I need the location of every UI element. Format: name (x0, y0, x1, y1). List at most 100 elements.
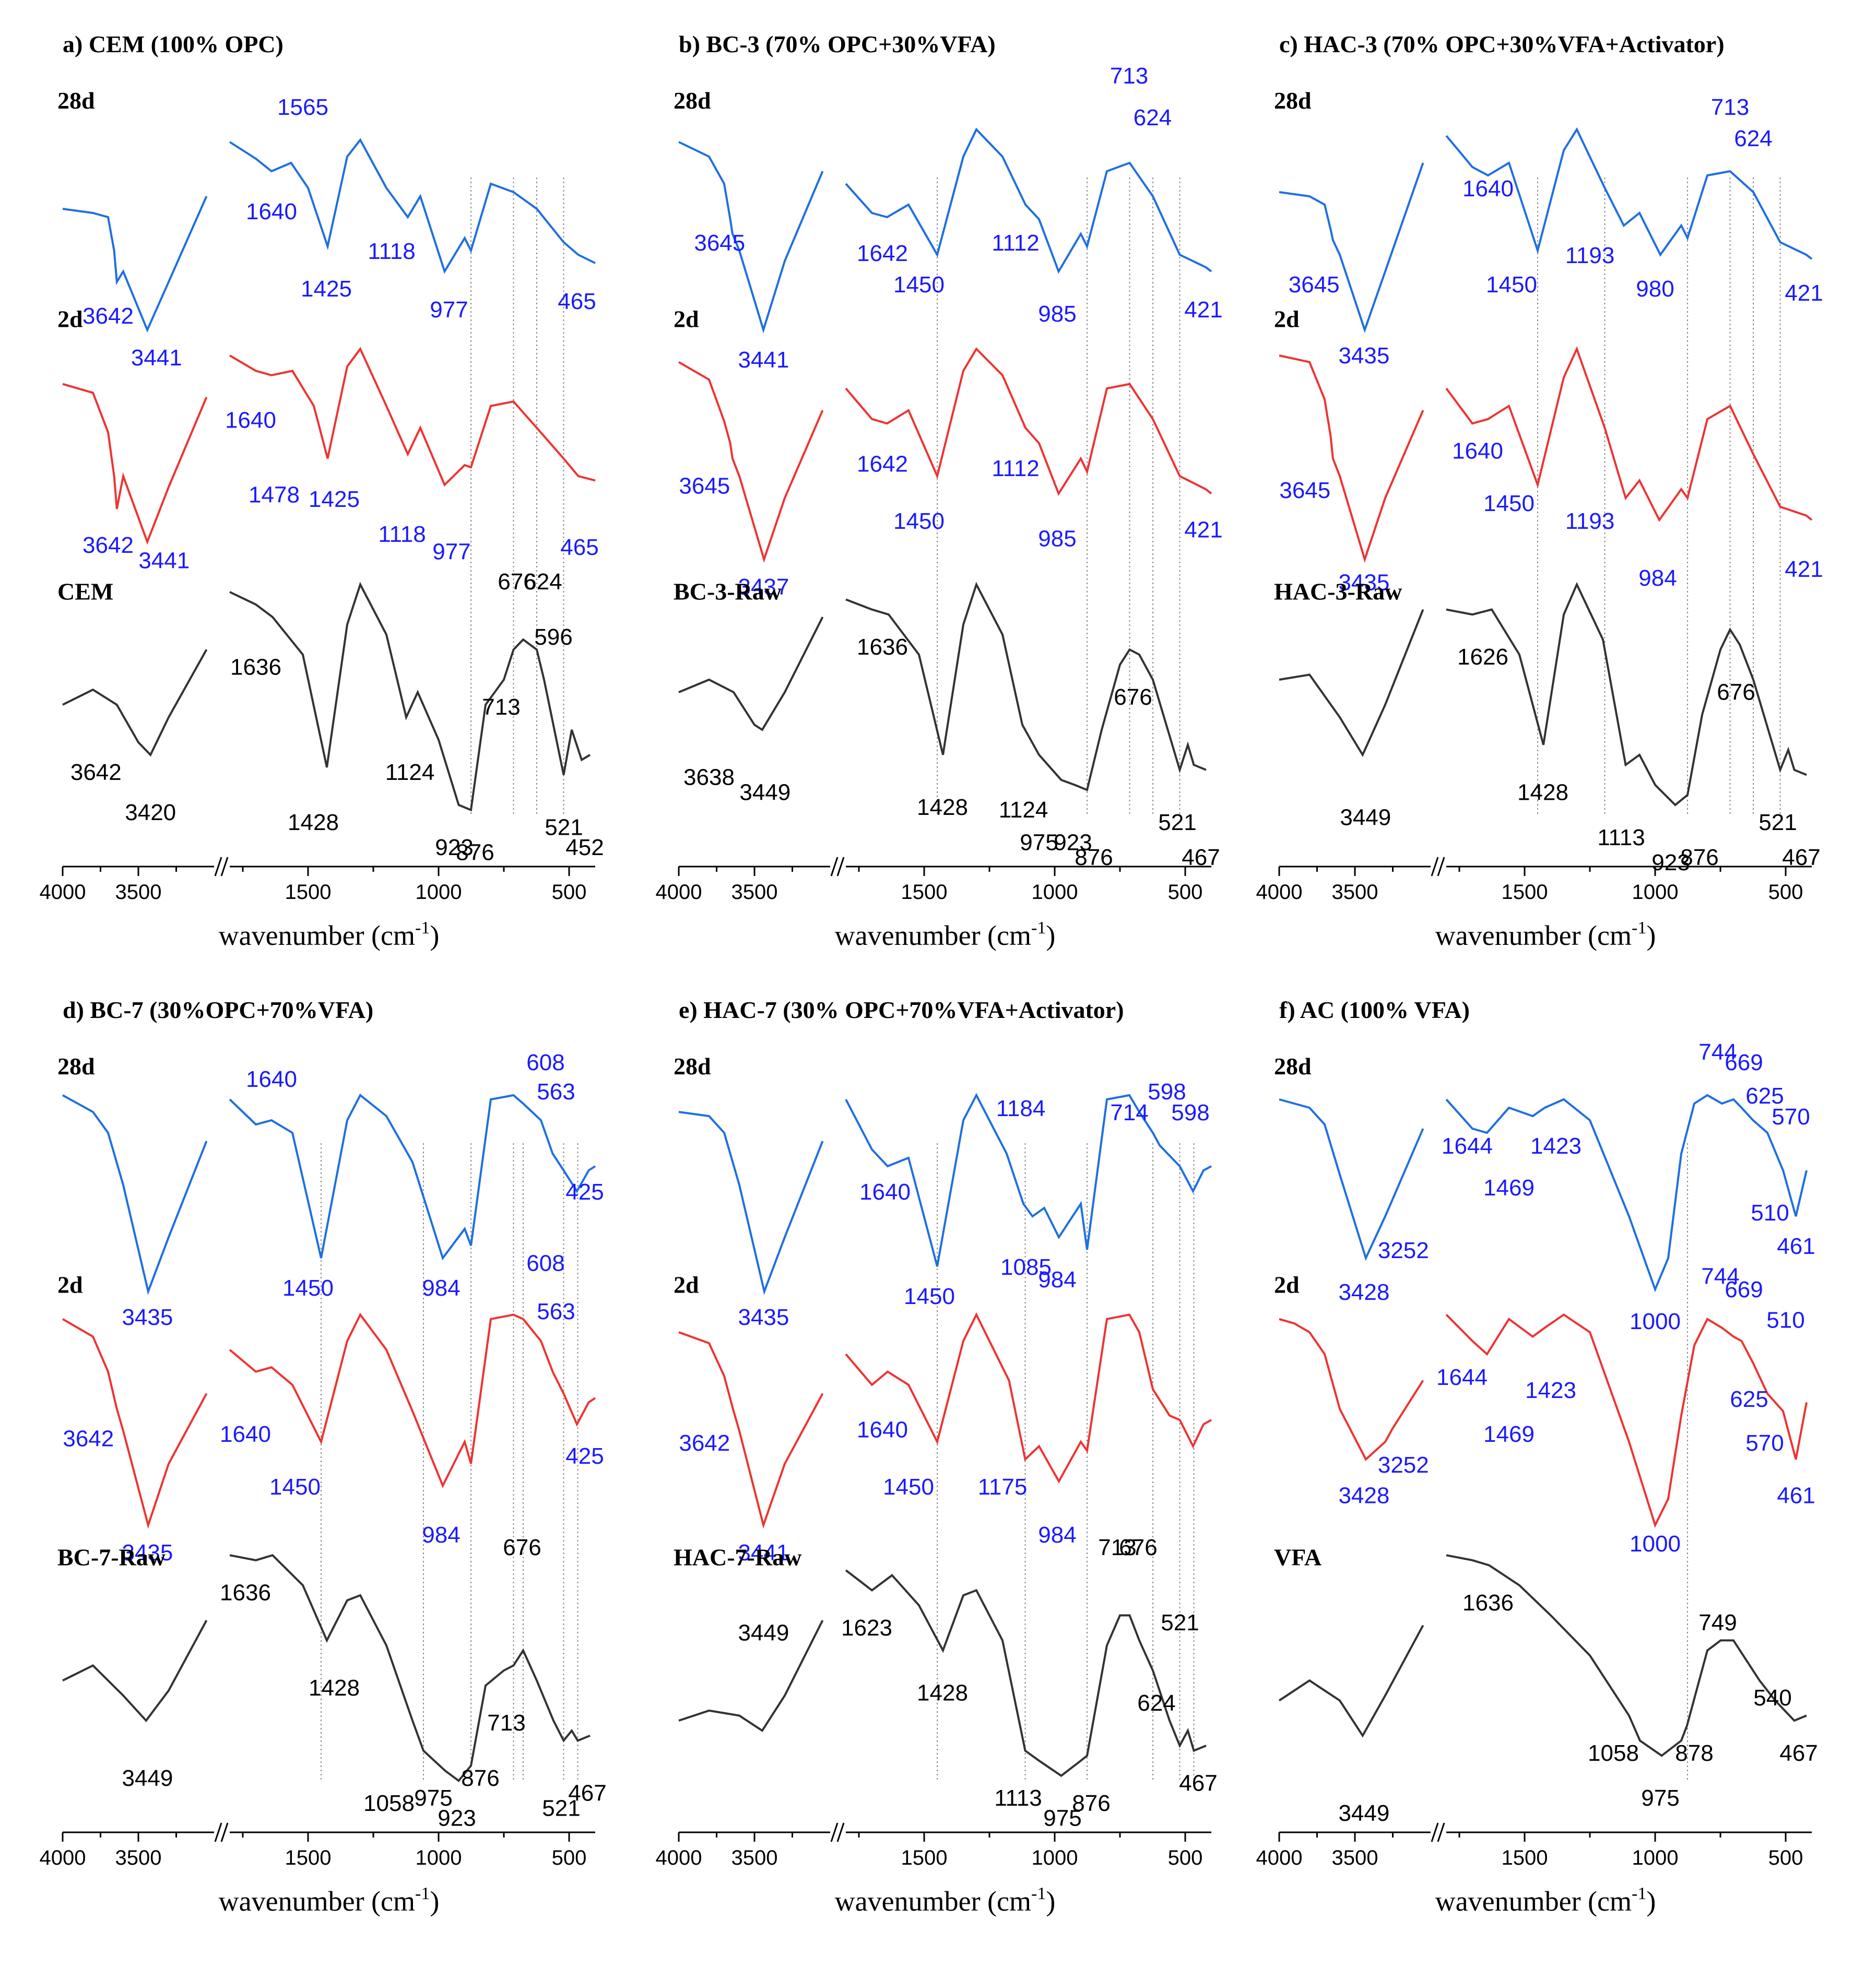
peak-label: 3449 (739, 779, 790, 805)
panel-b: b) BC-3 (70% OPC+30%VFA) 28d 3645 3441 1642 1… (656, 31, 1223, 951)
peak-label: 510 (1751, 1200, 1789, 1226)
peak-label: 1636 (220, 1580, 271, 1606)
panel-title: c) HAC-3 (70% OPC+30%VFA+Activator) (1279, 31, 1725, 57)
peak-label: 598 (1148, 1079, 1186, 1105)
series-label: 28d (674, 1053, 711, 1080)
x-tick-label: 1000 (416, 881, 462, 904)
series-2d-fingerprint-line (845, 347, 1212, 496)
peak-label: 744 (1698, 1039, 1737, 1065)
peak-label: 596 (534, 624, 572, 650)
peak-label: 1450 (904, 1284, 955, 1309)
panel-e: e) HAC-7 (30% OPC+70%VFA+Activator) 28d 16… (656, 997, 1218, 1917)
peak-label: 521 (1158, 810, 1196, 835)
series-2d-oh-line (678, 1331, 824, 1529)
peak-label: 1058 (1588, 1740, 1639, 1766)
series-Raw-oh-line (1279, 609, 1424, 757)
series-28d-oh-line (1279, 1098, 1424, 1261)
x-tick-label: 1000 (1032, 1846, 1078, 1869)
x-tick-label: 1500 (285, 1846, 332, 1869)
peak-label: 1124 (385, 760, 435, 785)
peak-label: 465 (558, 289, 596, 314)
x-tick-label: 3500 (115, 1846, 162, 1869)
peak-label: 598 (1171, 1100, 1209, 1125)
peak-label: 876 (456, 840, 494, 866)
peak-label: 3435 (122, 1540, 173, 1566)
peak-label: 1428 (288, 810, 339, 835)
peak-label: 3420 (125, 800, 176, 825)
series-28d-fingerprint-line (229, 138, 596, 274)
series-Raw-oh-line (62, 1620, 208, 1723)
x-axis-label: wavenumber (cm-1) (835, 1884, 1056, 1917)
series-Raw-fingerprint-line (845, 582, 1207, 791)
series-28d-fingerprint-line (845, 1093, 1212, 1267)
peak-label: 540 (1753, 1685, 1791, 1711)
x-tick-label: 1500 (901, 1846, 948, 1869)
series-28d-oh-line (678, 141, 824, 334)
peak-label: 1423 (1525, 1378, 1576, 1403)
peak-label: 1640 (859, 1179, 911, 1205)
panel-title: b) BC-3 (70% OPC+30%VFA) (679, 31, 996, 57)
x-tick-label: 4000 (1256, 881, 1303, 904)
series-label: 2d (57, 1271, 83, 1298)
peak-label: 1450 (883, 1474, 934, 1500)
x-axis-label: wavenumber (cm-1) (1435, 1884, 1656, 1917)
series-label: HAC-7-Raw (674, 1544, 801, 1570)
peak-label: 570 (1772, 1104, 1810, 1130)
x-tick-label: 500 (1768, 1846, 1803, 1869)
peak-label: 676 (498, 569, 536, 595)
peak-label: 1425 (309, 487, 360, 512)
peak-label: 3441 (738, 347, 789, 373)
axis-break (214, 857, 229, 876)
peak-label: 625 (1730, 1387, 1768, 1412)
peak-label: 669 (1725, 1050, 1763, 1075)
peak-label: 3642 (70, 760, 122, 785)
series-28d-oh-line (1279, 162, 1424, 334)
peak-label: 521 (1759, 810, 1797, 835)
peak-label: 1478 (249, 482, 300, 507)
x-axis-label: wavenumber (cm-1) (219, 1884, 440, 1917)
peak-label: 3642 (679, 1430, 730, 1456)
peak-label: 3645 (679, 473, 730, 499)
peak-label: 714 (1110, 1100, 1148, 1125)
peak-label: 744 (1701, 1264, 1739, 1289)
peak-label: 1469 (1483, 1421, 1535, 1447)
x-tick-label: 1000 (416, 1846, 462, 1869)
series-label: 28d (1274, 1053, 1312, 1080)
peak-label: 713 (1711, 94, 1749, 120)
peak-label: 985 (1038, 301, 1076, 327)
peak-label: 452 (565, 835, 604, 860)
peak-label: 1640 (857, 1417, 908, 1443)
peak-label: 713 (1110, 63, 1148, 89)
panel-f: f) AC (100% VFA) 28d 3428 3252 1644 1469 1423 1… (1256, 997, 1818, 1917)
peak-label: 1623 (841, 1615, 892, 1641)
peak-label: 3449 (1338, 1800, 1389, 1826)
peak-label: 1644 (1442, 1133, 1493, 1159)
series-Raw-fingerprint-line (1446, 1554, 1807, 1757)
peak-label: 878 (1675, 1740, 1713, 1766)
peak-label: 1423 (1530, 1133, 1582, 1159)
peak-label: 3252 (1378, 1452, 1429, 1478)
peak-label: 1450 (893, 272, 945, 298)
series-Raw-fingerprint-line (229, 582, 591, 812)
peak-label: 984 (422, 1522, 460, 1548)
series-label: 28d (674, 87, 711, 114)
peak-label: 3638 (683, 765, 735, 790)
panel-title: a) CEM (100% OPC) (63, 31, 284, 57)
peak-label: 975 (1020, 830, 1058, 855)
peak-label: 3435 (738, 1305, 789, 1330)
peak-label: 1636 (1462, 1590, 1514, 1616)
peak-label: 461 (1777, 1483, 1815, 1509)
peak-label: 1626 (1457, 644, 1508, 670)
peak-label: 570 (1745, 1430, 1784, 1456)
peak-label: 1450 (282, 1275, 334, 1301)
peak-label: 984 (1638, 565, 1677, 591)
peak-label: 461 (1777, 1234, 1815, 1259)
axis-break (214, 1822, 229, 1842)
peak-label: 876 (461, 1765, 499, 1791)
x-axis-label: wavenumber (cm-1) (835, 918, 1056, 951)
peak-label: 608 (526, 1250, 564, 1276)
peak-label: 923 (1054, 830, 1092, 855)
peak-label: 625 (1745, 1083, 1784, 1109)
x-tick-label: 1000 (1632, 1846, 1679, 1869)
